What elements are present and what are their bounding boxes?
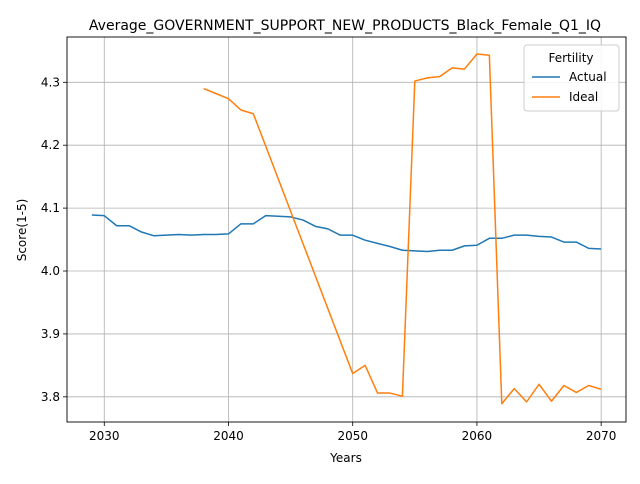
legend-title: Fertility	[548, 51, 593, 65]
x-tick-label: 2060	[462, 429, 493, 443]
x-tick-label: 2050	[337, 429, 368, 443]
y-tick-label: 4.0	[41, 264, 60, 278]
x-tick-label: 2070	[586, 429, 617, 443]
legend-label-actual: Actual	[569, 70, 607, 84]
y-tick-label: 4.2	[41, 138, 60, 152]
y-axis-label: Score(1-5)	[15, 199, 29, 262]
chart-title: Average_GOVERNMENT_SUPPORT_NEW_PRODUCTS_…	[89, 18, 601, 34]
legend: Fertility Actual Ideal	[524, 45, 619, 111]
y-tick-label: 4.3	[41, 75, 60, 89]
x-axis-label: Years	[329, 451, 362, 465]
y-tick-label: 3.9	[41, 327, 60, 341]
x-tick-label: 2040	[213, 429, 244, 443]
legend-label-ideal: Ideal	[569, 90, 598, 104]
x-tick-label: 2030	[89, 429, 120, 443]
y-tick-label: 3.8	[41, 390, 60, 404]
y-tick-label: 4.1	[41, 201, 60, 215]
